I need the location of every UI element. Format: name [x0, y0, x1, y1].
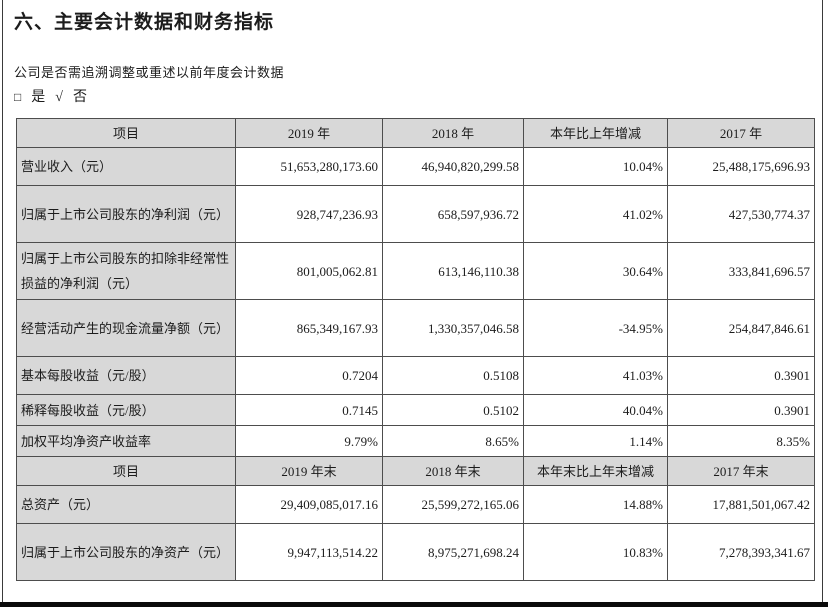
- cell-value: 0.7204: [235, 356, 383, 395]
- cell-value: 10.04%: [523, 147, 668, 186]
- cell-value: 8,975,271,698.24: [382, 523, 524, 581]
- cell-value: 0.5102: [382, 394, 524, 426]
- cell-value: 25,599,272,165.06: [382, 485, 524, 524]
- table-b-header-row: 项目 2019 年末 2018 年末 本年末比上年末增减 2017 年末: [16, 456, 815, 486]
- cell-value: 25,488,175,696.93: [667, 147, 815, 186]
- row-label: 归属于上市公司股东的净资产（元）: [16, 523, 236, 581]
- cell-value: 8.35%: [667, 425, 815, 457]
- column-header: 2018 年末: [382, 456, 524, 486]
- cell-value: 41.02%: [523, 185, 668, 243]
- column-header: 2017 年: [667, 118, 815, 148]
- table-row: 归属于上市公司股东的净利润（元） 928,747,236.93 658,597,…: [16, 185, 815, 243]
- cell-value: 0.3901: [667, 356, 815, 395]
- row-label: 营业收入（元）: [16, 147, 236, 186]
- cell-value: 46,940,820,299.58: [382, 147, 524, 186]
- column-header: 本年比上年增减: [523, 118, 668, 148]
- row-label: 总资产（元）: [16, 485, 236, 524]
- row-label: 加权平均净资产收益率: [16, 425, 236, 457]
- column-header: 2017 年末: [667, 456, 815, 486]
- cell-value: 613,146,110.38: [382, 242, 524, 300]
- cell-value: 51,653,280,173.60: [235, 147, 383, 186]
- row-label: 经营活动产生的现金流量净额（元）: [16, 299, 236, 357]
- cell-value: 1,330,357,046.58: [382, 299, 524, 357]
- cell-value: 8.65%: [382, 425, 524, 457]
- cell-value: 427,530,774.37: [667, 185, 815, 243]
- yes-label: 是: [31, 90, 46, 105]
- cell-value: 7,278,393,341.67: [667, 523, 815, 581]
- page-border-bottom: [0, 602, 828, 607]
- table-a-header-row: 项目 2019 年 2018 年 本年比上年增减 2017 年: [16, 118, 815, 148]
- column-header: 项目: [16, 456, 236, 486]
- cell-value: 333,841,696.57: [667, 242, 815, 300]
- column-header: 2018 年: [382, 118, 524, 148]
- yes-checkbox: □: [14, 90, 22, 104]
- table-row: 总资产（元） 29,409,085,017.16 25,599,272,165.…: [16, 485, 815, 524]
- check-mark-icon: √: [55, 90, 63, 105]
- row-label: 归属于上市公司股东的净利润（元）: [16, 185, 236, 243]
- cell-value: -34.95%: [523, 299, 668, 357]
- table-row: 稀释每股收益（元/股） 0.7145 0.5102 40.04% 0.3901: [16, 394, 815, 426]
- cell-value: 254,847,846.61: [667, 299, 815, 357]
- cell-value: 29,409,085,017.16: [235, 485, 383, 524]
- restatement-question: 公司是否需追溯调整或重述以前年度会计数据: [14, 65, 285, 80]
- table-row: 归属于上市公司股东的净资产（元） 9,947,113,514.22 8,975,…: [16, 523, 815, 581]
- page-border-left: [2, 0, 3, 604]
- cell-value: 9.79%: [235, 425, 383, 457]
- cell-value: 30.64%: [523, 242, 668, 300]
- cell-value: 9,947,113,514.22: [235, 523, 383, 581]
- cell-value: 658,597,936.72: [382, 185, 524, 243]
- cell-value: 17,881,501,067.42: [667, 485, 815, 524]
- row-label: 归属于上市公司股东的扣除非经常性损益的净利润（元）: [16, 242, 236, 300]
- cell-value: 1.14%: [523, 425, 668, 457]
- table-row: 基本每股收益（元/股） 0.7204 0.5108 41.03% 0.3901: [16, 356, 815, 395]
- cell-value: 801,005,062.81: [235, 242, 383, 300]
- row-label: 稀释每股收益（元/股）: [16, 394, 236, 426]
- cell-value: 0.3901: [667, 394, 815, 426]
- cell-value: 41.03%: [523, 356, 668, 395]
- column-header: 2019 年: [235, 118, 383, 148]
- column-header: 本年末比上年末增减: [523, 456, 668, 486]
- column-header: 2019 年末: [235, 456, 383, 486]
- column-header: 项目: [16, 118, 236, 148]
- table-row: 经营活动产生的现金流量净额（元） 865,349,167.93 1,330,35…: [16, 299, 815, 357]
- no-label: 否: [72, 90, 87, 105]
- cell-value: 0.7145: [235, 394, 383, 426]
- page-title: 六、主要会计数据和财务指标: [14, 12, 275, 33]
- table-row: 加权平均净资产收益率 9.79% 8.65% 1.14% 8.35%: [16, 425, 815, 457]
- restatement-answer: □ 是 √ 否: [14, 86, 97, 106]
- table-row: 营业收入（元） 51,653,280,173.60 46,940,820,299…: [16, 147, 815, 186]
- cell-value: 40.04%: [523, 394, 668, 426]
- cell-value: 928,747,236.93: [235, 185, 383, 243]
- cell-value: 865,349,167.93: [235, 299, 383, 357]
- page-border-right: [822, 0, 823, 604]
- table-row: 归属于上市公司股东的扣除非经常性损益的净利润（元） 801,005,062.81…: [16, 242, 815, 300]
- cell-value: 0.5108: [382, 356, 524, 395]
- cell-value: 10.83%: [523, 523, 668, 581]
- cell-value: 14.88%: [523, 485, 668, 524]
- row-label: 基本每股收益（元/股）: [16, 356, 236, 395]
- financial-indicators-table: 项目 2019 年 2018 年 本年比上年增减 2017 年 营业收入（元） …: [16, 118, 815, 581]
